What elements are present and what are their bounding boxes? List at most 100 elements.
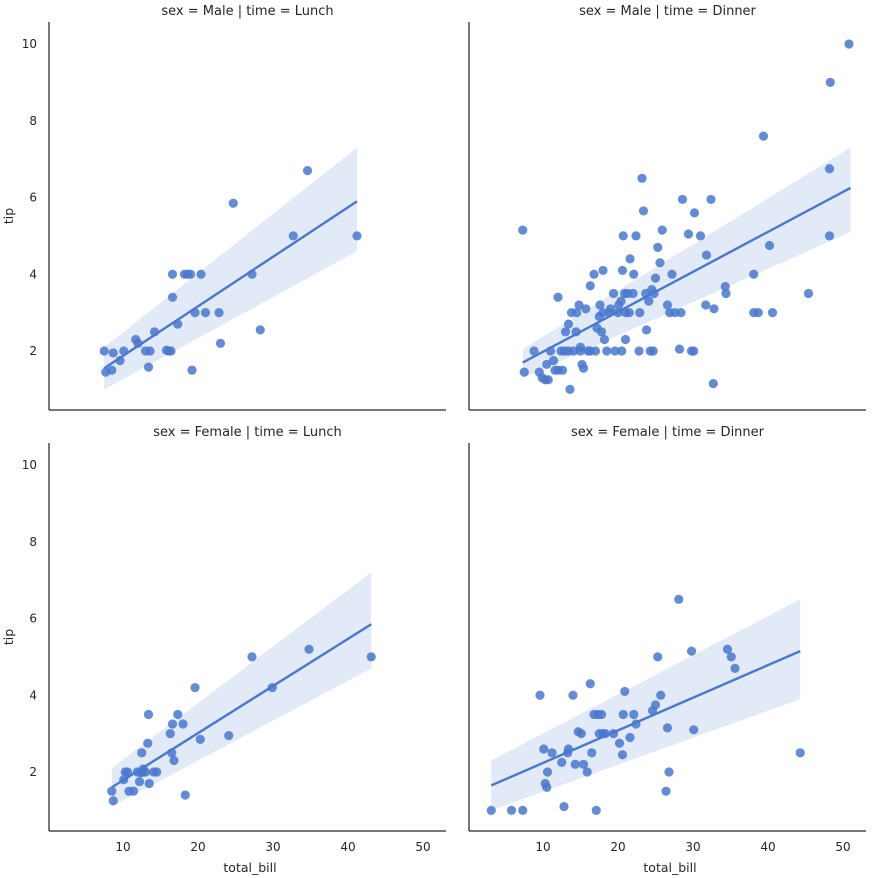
data-point <box>585 679 595 689</box>
y-tick-label: 4 <box>29 267 37 281</box>
data-point <box>352 231 362 241</box>
data-point <box>548 355 559 366</box>
data-point <box>200 308 211 318</box>
data-point <box>196 269 206 279</box>
data-point <box>661 786 671 796</box>
y-tick-label: 4 <box>29 688 37 702</box>
data-point <box>803 288 814 299</box>
y-axis-label-top: tip <box>1 208 16 224</box>
data-point <box>590 346 601 356</box>
y-tick-label: 10 <box>22 458 37 472</box>
data-point <box>581 304 591 314</box>
facet-panel-3: sex = Female | time = Dinner 10 20 30 40 50 <box>468 425 866 854</box>
data-point <box>824 231 835 241</box>
data-point <box>825 77 835 87</box>
data-point <box>602 346 612 356</box>
data-point <box>674 594 684 604</box>
data-point <box>620 686 630 697</box>
y-tick-label: 10 <box>22 37 37 51</box>
data-point <box>128 786 139 796</box>
data-point <box>686 646 697 656</box>
data-point <box>195 734 205 744</box>
x-axis-label-right: total_bill <box>643 860 696 875</box>
data-point <box>709 304 719 314</box>
data-point <box>653 652 663 662</box>
data-point <box>749 269 759 279</box>
data-point <box>107 365 117 375</box>
data-point <box>224 730 234 741</box>
data-point <box>565 384 575 394</box>
data-point <box>689 725 699 735</box>
data-point <box>557 757 567 768</box>
data-point <box>795 748 805 758</box>
regression-line <box>522 186 852 364</box>
y-tick-label: 2 <box>29 344 37 358</box>
confidence-band <box>491 599 801 811</box>
data-point <box>519 367 529 377</box>
data-point <box>180 790 190 800</box>
data-point <box>134 776 145 787</box>
data-point <box>137 748 147 758</box>
data-point <box>557 365 568 375</box>
x-tick-label: 30 <box>685 840 700 854</box>
x-tick-label: 20 <box>190 840 205 854</box>
data-point <box>587 748 597 758</box>
data-point <box>215 338 226 348</box>
data-point <box>683 229 694 239</box>
facet-panel-0: sex = Male | time = Lunch 2 4 6 8 10 <box>22 4 446 411</box>
data-point <box>547 748 557 758</box>
data-point <box>605 304 616 314</box>
data-point <box>650 273 661 283</box>
data-point <box>618 709 628 720</box>
data-point <box>542 767 553 777</box>
data-point <box>143 738 153 748</box>
data-point <box>662 300 673 310</box>
data-point <box>824 164 835 174</box>
data-point <box>625 254 635 264</box>
y-tick-label: 8 <box>29 114 37 128</box>
data-point <box>599 334 610 345</box>
data-point <box>187 365 197 375</box>
data-point <box>576 729 586 739</box>
data-point <box>535 690 545 700</box>
facet-panel-2: sex = Female | time = Lunch 2 4 6 8 10 10 20 30 4… <box>22 425 446 854</box>
data-point <box>596 709 607 720</box>
data-point <box>625 732 635 743</box>
data-point <box>708 379 718 389</box>
data-point <box>108 796 118 806</box>
data-point <box>620 334 631 345</box>
data-point <box>730 663 740 673</box>
data-point <box>637 173 647 183</box>
facet-title: sex = Male | time = Dinner <box>579 4 756 19</box>
data-point <box>720 281 730 292</box>
confidence-band <box>111 572 372 807</box>
data-point <box>178 719 188 729</box>
data-point <box>616 296 626 306</box>
data-point <box>629 709 639 720</box>
data-point <box>302 166 313 176</box>
data-point <box>726 652 736 662</box>
data-point <box>706 194 716 205</box>
data-point <box>634 346 644 356</box>
data-point <box>753 308 763 318</box>
data-point <box>628 288 638 299</box>
data-point <box>617 750 628 760</box>
data-point <box>722 644 733 654</box>
data-point <box>689 208 700 218</box>
data-point <box>107 786 117 796</box>
y-tick-label: 2 <box>29 765 37 779</box>
data-point <box>618 231 628 241</box>
data-point <box>169 755 179 766</box>
data-point <box>617 346 627 356</box>
data-point <box>145 346 155 356</box>
data-point <box>288 231 298 241</box>
y-axis-label-bottom: tip <box>1 629 16 645</box>
data-point <box>214 308 224 318</box>
data-point <box>631 231 641 241</box>
data-point <box>656 690 666 700</box>
data-point <box>578 363 589 373</box>
data-point <box>542 359 552 370</box>
data-point <box>185 269 196 279</box>
data-point <box>143 709 154 720</box>
x-axis-label-left: total_bill <box>223 860 276 875</box>
